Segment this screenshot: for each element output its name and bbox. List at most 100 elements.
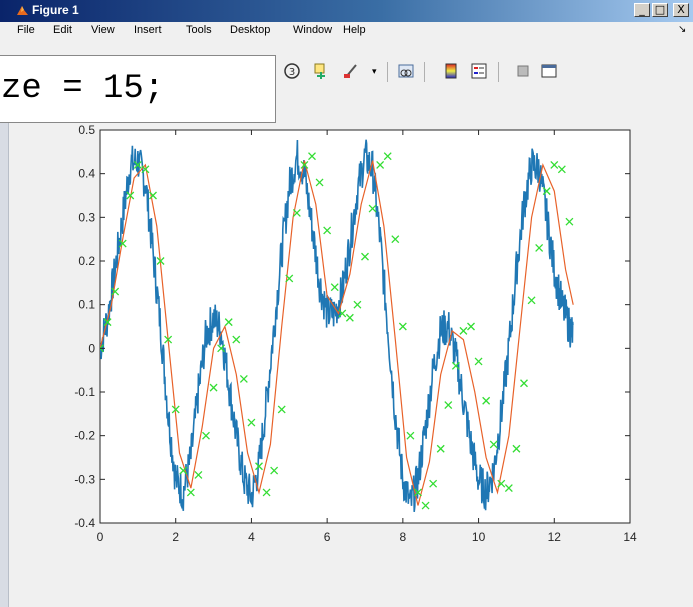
sample-marker — [126, 191, 135, 200]
legend-icon[interactable] — [470, 62, 488, 80]
menu-desktop[interactable]: Desktop — [230, 24, 271, 36]
sample-marker — [262, 488, 271, 497]
sample-marker — [111, 287, 120, 296]
y-tick-label: 0.5 — [78, 123, 95, 137]
sample-marker — [338, 309, 347, 318]
sample-marker — [209, 383, 218, 392]
sample-marker — [330, 283, 339, 292]
menu-edit[interactable]: Edit — [53, 24, 72, 36]
minimize-button[interactable]: _ — [634, 3, 650, 17]
smooth-fit-line — [100, 160, 574, 506]
sample-marker — [103, 318, 112, 327]
sample-marker — [179, 466, 188, 475]
sample-marker — [550, 160, 559, 169]
sample-marker — [557, 165, 566, 174]
sample-marker — [118, 239, 127, 248]
maximize-button[interactable]: □ — [652, 3, 668, 17]
sample-marker — [217, 344, 226, 353]
sample-marker — [345, 313, 354, 322]
sample-marker — [164, 335, 173, 344]
sample-marker — [277, 405, 286, 414]
x-tick-label: 10 — [472, 530, 486, 544]
sample-marker — [194, 471, 203, 479]
sample-marker — [497, 479, 506, 488]
x-tick-label: 8 — [400, 530, 407, 544]
sample-marker — [429, 479, 438, 488]
y-tick-label: -0.1 — [74, 385, 95, 399]
sample-marker — [376, 160, 385, 169]
data-cursor-icon[interactable] — [312, 62, 330, 80]
sample-marker — [459, 326, 468, 335]
sample-marker — [398, 322, 407, 331]
y-tick-label: 0.2 — [78, 254, 95, 268]
sample-marker — [202, 431, 210, 440]
menu-help[interactable]: Help — [343, 24, 366, 36]
sample-marker — [308, 152, 316, 161]
toolbar-separator — [387, 62, 388, 82]
window-title: Figure 1 — [32, 3, 79, 17]
sample-marker — [467, 322, 475, 331]
sample-marker — [149, 191, 157, 200]
sample-marker — [353, 300, 362, 309]
x-tick-label: 0 — [97, 530, 104, 544]
sample-marker — [368, 204, 377, 213]
brush-dropdown-icon[interactable]: ▾ — [372, 66, 377, 76]
sample-marker — [133, 160, 142, 169]
rotate-3d-icon[interactable]: 3 — [283, 62, 301, 80]
x-tick-label: 4 — [248, 530, 255, 544]
sample-marker — [232, 335, 241, 344]
sample-marker — [300, 160, 309, 169]
menu-insert[interactable]: Insert — [134, 24, 162, 36]
sample-marker — [535, 243, 544, 252]
y-tick-label: 0 — [88, 341, 95, 355]
code-overlay: ze = 15; — [0, 55, 276, 123]
title-bar: Figure 1 _ □ X — [0, 0, 693, 22]
sample-marker — [391, 235, 400, 244]
sample-marker — [323, 226, 332, 235]
sample-marker — [186, 488, 195, 497]
x-tick-label: 2 — [172, 530, 179, 544]
sample-marker — [421, 501, 430, 510]
brush-icon[interactable] — [342, 62, 360, 80]
sample-marker — [474, 357, 483, 366]
sample-marker — [292, 209, 301, 217]
toolbar-separator — [424, 62, 425, 82]
sample-marker — [414, 488, 422, 497]
show-plot-tools-icon[interactable] — [540, 62, 558, 80]
sample-marker — [406, 431, 415, 440]
x-tick-label: 14 — [623, 530, 637, 544]
y-tick-label: -0.3 — [74, 472, 95, 486]
window-left-edge — [0, 22, 9, 607]
sample-marker — [383, 152, 392, 161]
menu-dock-arrow-icon[interactable]: ↘ — [678, 24, 687, 35]
sample-marker — [504, 484, 513, 493]
menu-window[interactable]: Window — [293, 24, 333, 36]
sample-marker — [285, 274, 294, 283]
menu-bar: File Edit View Insert Tools Desktop Wind… — [0, 22, 693, 40]
sample-marker — [436, 444, 445, 453]
sample-marker — [247, 418, 256, 427]
x-tick-label: 12 — [548, 530, 562, 544]
sample-marker — [512, 444, 521, 453]
sample-marker — [270, 466, 279, 475]
close-button[interactable]: X — [673, 3, 689, 17]
menu-file[interactable]: File — [17, 24, 35, 36]
sample-marker — [451, 361, 460, 370]
sample-marker — [565, 217, 574, 226]
menu-view[interactable]: View — [91, 24, 115, 36]
sample-marker — [444, 401, 453, 410]
sample-marker — [224, 318, 233, 327]
sample-marker — [171, 405, 180, 414]
link-plot-icon[interactable] — [397, 62, 415, 80]
hide-plot-tools-icon[interactable] — [514, 62, 532, 80]
menu-tools[interactable]: Tools — [186, 24, 212, 36]
y-tick-label: 0.3 — [78, 210, 95, 224]
sample-marker — [255, 462, 263, 471]
svg-text:3: 3 — [289, 67, 295, 78]
sample-marker — [527, 296, 536, 305]
sample-marker — [239, 374, 248, 383]
colorbar-icon[interactable] — [442, 62, 460, 80]
sample-marker — [141, 165, 150, 174]
sample-marker — [482, 396, 491, 405]
sample-marker — [361, 252, 369, 261]
